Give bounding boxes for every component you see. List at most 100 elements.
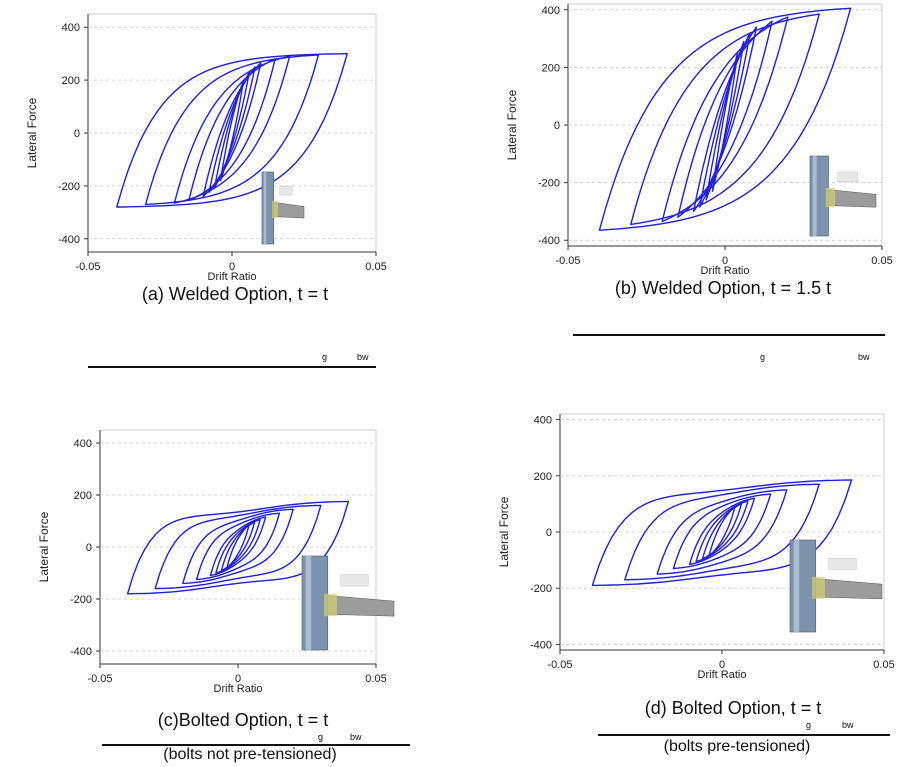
y-tick-label: 200 (534, 471, 552, 483)
y-tick-label: 400 (62, 22, 80, 34)
y-tick-label: -400 (58, 234, 80, 246)
hysteresis-loop (672, 493, 772, 570)
beam-illustration (273, 201, 305, 219)
hysteresis-loop (144, 54, 320, 206)
label-g-b: g (760, 352, 766, 362)
x-tick-label: 0 (235, 673, 241, 685)
chart-panel-b: 400 200 0 -200 -400 -0.05 0 0.05 Drift Ratio Late… (505, 3, 893, 277)
x-axis-label: Drift Ratio (701, 265, 750, 277)
y-tick-label: 0 (554, 120, 560, 132)
connection-inset-illustration (809, 155, 877, 237)
label-bw-a: bw (357, 352, 369, 362)
hysteresis-series (591, 479, 853, 587)
x-tick-label: 0.05 (365, 673, 386, 685)
hysteresis-loop (173, 55, 291, 204)
x-axis-label: Drift Ratio (698, 669, 747, 681)
connection-inset-illustration (261, 171, 305, 245)
x-tick-label: -0.05 (555, 255, 580, 267)
y-tick-label: 0 (86, 542, 92, 554)
subcaption-d: (bolts pre-tensioned) (663, 738, 811, 755)
hysteresis-loop (656, 489, 788, 575)
x-tick-label: 0 (229, 261, 235, 273)
caption-a: (a) Welded Option, t = t (141, 284, 329, 304)
hysteresis-loop (116, 53, 348, 208)
label-bw-d: bw (842, 720, 854, 730)
connection-inset-illustration (301, 555, 395, 651)
connection-inset-illustration (789, 539, 883, 633)
column-flange-illustration (793, 540, 800, 632)
x-tick-label: 0.05 (365, 261, 386, 273)
rule-c (102, 744, 410, 746)
label-bw-b: bw (858, 352, 870, 362)
y-tick-label: -400 (530, 639, 552, 651)
x-tick-label: 0 (719, 659, 725, 671)
y-tick-label: -200 (530, 583, 552, 595)
y-tick-label: -200 (538, 178, 560, 190)
inset-note-illustration (279, 186, 293, 196)
label-bw-c: bw (350, 732, 362, 742)
column-flange-illustration (263, 172, 267, 244)
chart-panel-a: 400 200 0 -200 -400 -0.05 0 0.05 Drift Ratio Late… (25, 13, 387, 283)
hysteresis-loop (209, 516, 267, 577)
connection-plate-illustration (825, 188, 836, 208)
connection-plate-illustration (324, 593, 337, 617)
hysteresis-loop (705, 40, 745, 201)
hysteresis-loop (208, 66, 256, 194)
hysteresis-loop (661, 16, 789, 223)
hysteresis-loop (215, 519, 261, 574)
x-tick-label: -0.05 (547, 659, 572, 671)
y-tick-label: 0 (74, 128, 80, 140)
rule-a (88, 366, 376, 368)
hysteresis-loop (598, 7, 852, 231)
y-axis-label: Lateral Force (37, 511, 51, 582)
hysteresis-series (116, 53, 348, 208)
x-tick-label: 0.05 (873, 659, 894, 671)
x-tick-label: 0 (722, 255, 728, 267)
beam-illustration (815, 578, 883, 600)
caption-c: (c)Bolted Option, t = t (157, 710, 329, 730)
y-axis-label: Lateral Force (25, 97, 39, 168)
x-tick-label: -0.05 (75, 261, 100, 273)
hysteresis-loop (214, 71, 250, 188)
hysteresis-loop (154, 504, 322, 590)
hysteresis-loop (692, 26, 758, 213)
x-tick-label: 0.05 (871, 255, 892, 267)
hysteresis-loop (630, 13, 820, 226)
y-tick-label: 0 (546, 527, 552, 539)
label-g-c: g (318, 732, 324, 742)
y-axis-label: Lateral Force (497, 496, 511, 567)
hysteresis-loop (695, 500, 749, 563)
y-tick-label: -200 (70, 594, 92, 606)
y-tick-label: 400 (74, 438, 92, 450)
chart-panel-c: 400 200 0 -200 -400 -0.05 0 0.05 Drift Ratio Late… (37, 429, 395, 695)
beam-illustration (327, 595, 395, 617)
subcaption-c: (bolts not pre-tensioned) (163, 746, 337, 763)
hysteresis-loop (624, 483, 820, 581)
label-g-d: g (806, 720, 812, 730)
y-tick-label: -200 (58, 181, 80, 193)
hysteresis-series (598, 7, 852, 231)
y-tick-label: -400 (70, 646, 92, 658)
inset-note-illustration (828, 558, 857, 570)
caption-d: (d) Bolted Option, t = t (644, 698, 822, 718)
connection-plate-illustration (812, 576, 825, 599)
chart-panel-d: 400 200 0 -200 -400 -0.05 0 0.05 Drift Ratio Late… (497, 413, 895, 681)
hysteresis-loop (591, 479, 853, 587)
column-flange-illustration (305, 556, 312, 650)
x-tick-label: -0.05 (87, 673, 112, 685)
y-tick-label: 200 (542, 62, 560, 74)
rule-d (598, 734, 890, 736)
hysteresis-loop (688, 497, 756, 565)
caption-b: (b) Welded Option, t = 1.5 t (614, 278, 832, 298)
inset-note-illustration (837, 171, 858, 182)
x-axis-label: Drift Ratio (214, 683, 263, 695)
rule-b (573, 334, 885, 336)
label-g-a: g (322, 352, 328, 362)
inset-note-illustration (340, 574, 369, 587)
x-axis-label: Drift Ratio (208, 271, 257, 283)
y-tick-label: 200 (62, 75, 80, 87)
column-flange-illustration (812, 156, 817, 236)
connection-plate-illustration (272, 200, 278, 219)
hysteresis-loop (126, 500, 350, 595)
y-tick-label: 200 (74, 490, 92, 502)
